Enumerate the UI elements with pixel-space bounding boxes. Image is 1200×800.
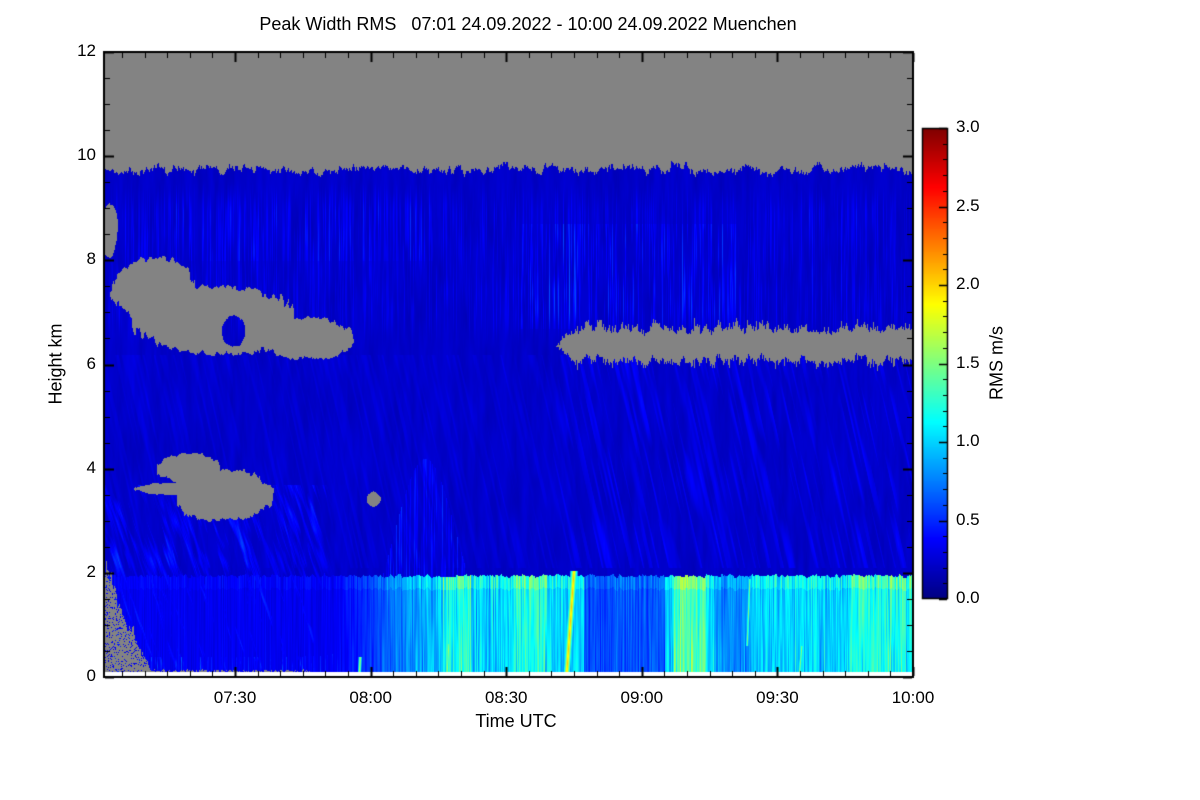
colorbar	[922, 128, 948, 599]
colorbar-title: RMS m/s	[986, 326, 1007, 400]
chart-title: Peak Width RMS 07:01 24.09.2022 - 10:00 …	[259, 14, 797, 34]
colorbar-tick-label: 2.0	[956, 274, 980, 293]
x-tick-label: 08:00	[349, 688, 392, 707]
colorbar-tick-label: 0.0	[956, 588, 980, 607]
colorbar-tick-label: 1.5	[956, 352, 980, 372]
y-tick-label: 4	[86, 457, 96, 477]
plot-area	[104, 52, 913, 677]
y-tick-label: 8	[86, 249, 96, 269]
y-tick-label: 12	[77, 41, 96, 60]
x-tick-label: 08:30	[484, 688, 528, 707]
colorbar-tick-label: 0.5	[956, 509, 980, 529]
x-axis-title: Time UTC	[475, 711, 557, 731]
x-tick-label: 09:00	[620, 688, 664, 707]
y-tick-label: 2	[86, 561, 96, 581]
y-tick-label: 6	[86, 353, 96, 373]
x-tick-label: 07:30	[213, 688, 257, 707]
colorbar-tick-label: 3.0	[956, 117, 980, 136]
x-tick-label: 09:30	[756, 688, 799, 707]
x-tick-label: 10:00	[891, 688, 935, 707]
y-tick-label: 0	[86, 666, 96, 685]
colorbar-tick-label: 1.0	[956, 431, 980, 450]
y-tick-label: 10	[77, 145, 96, 165]
colorbar-tick-label: 2.5	[956, 195, 980, 215]
